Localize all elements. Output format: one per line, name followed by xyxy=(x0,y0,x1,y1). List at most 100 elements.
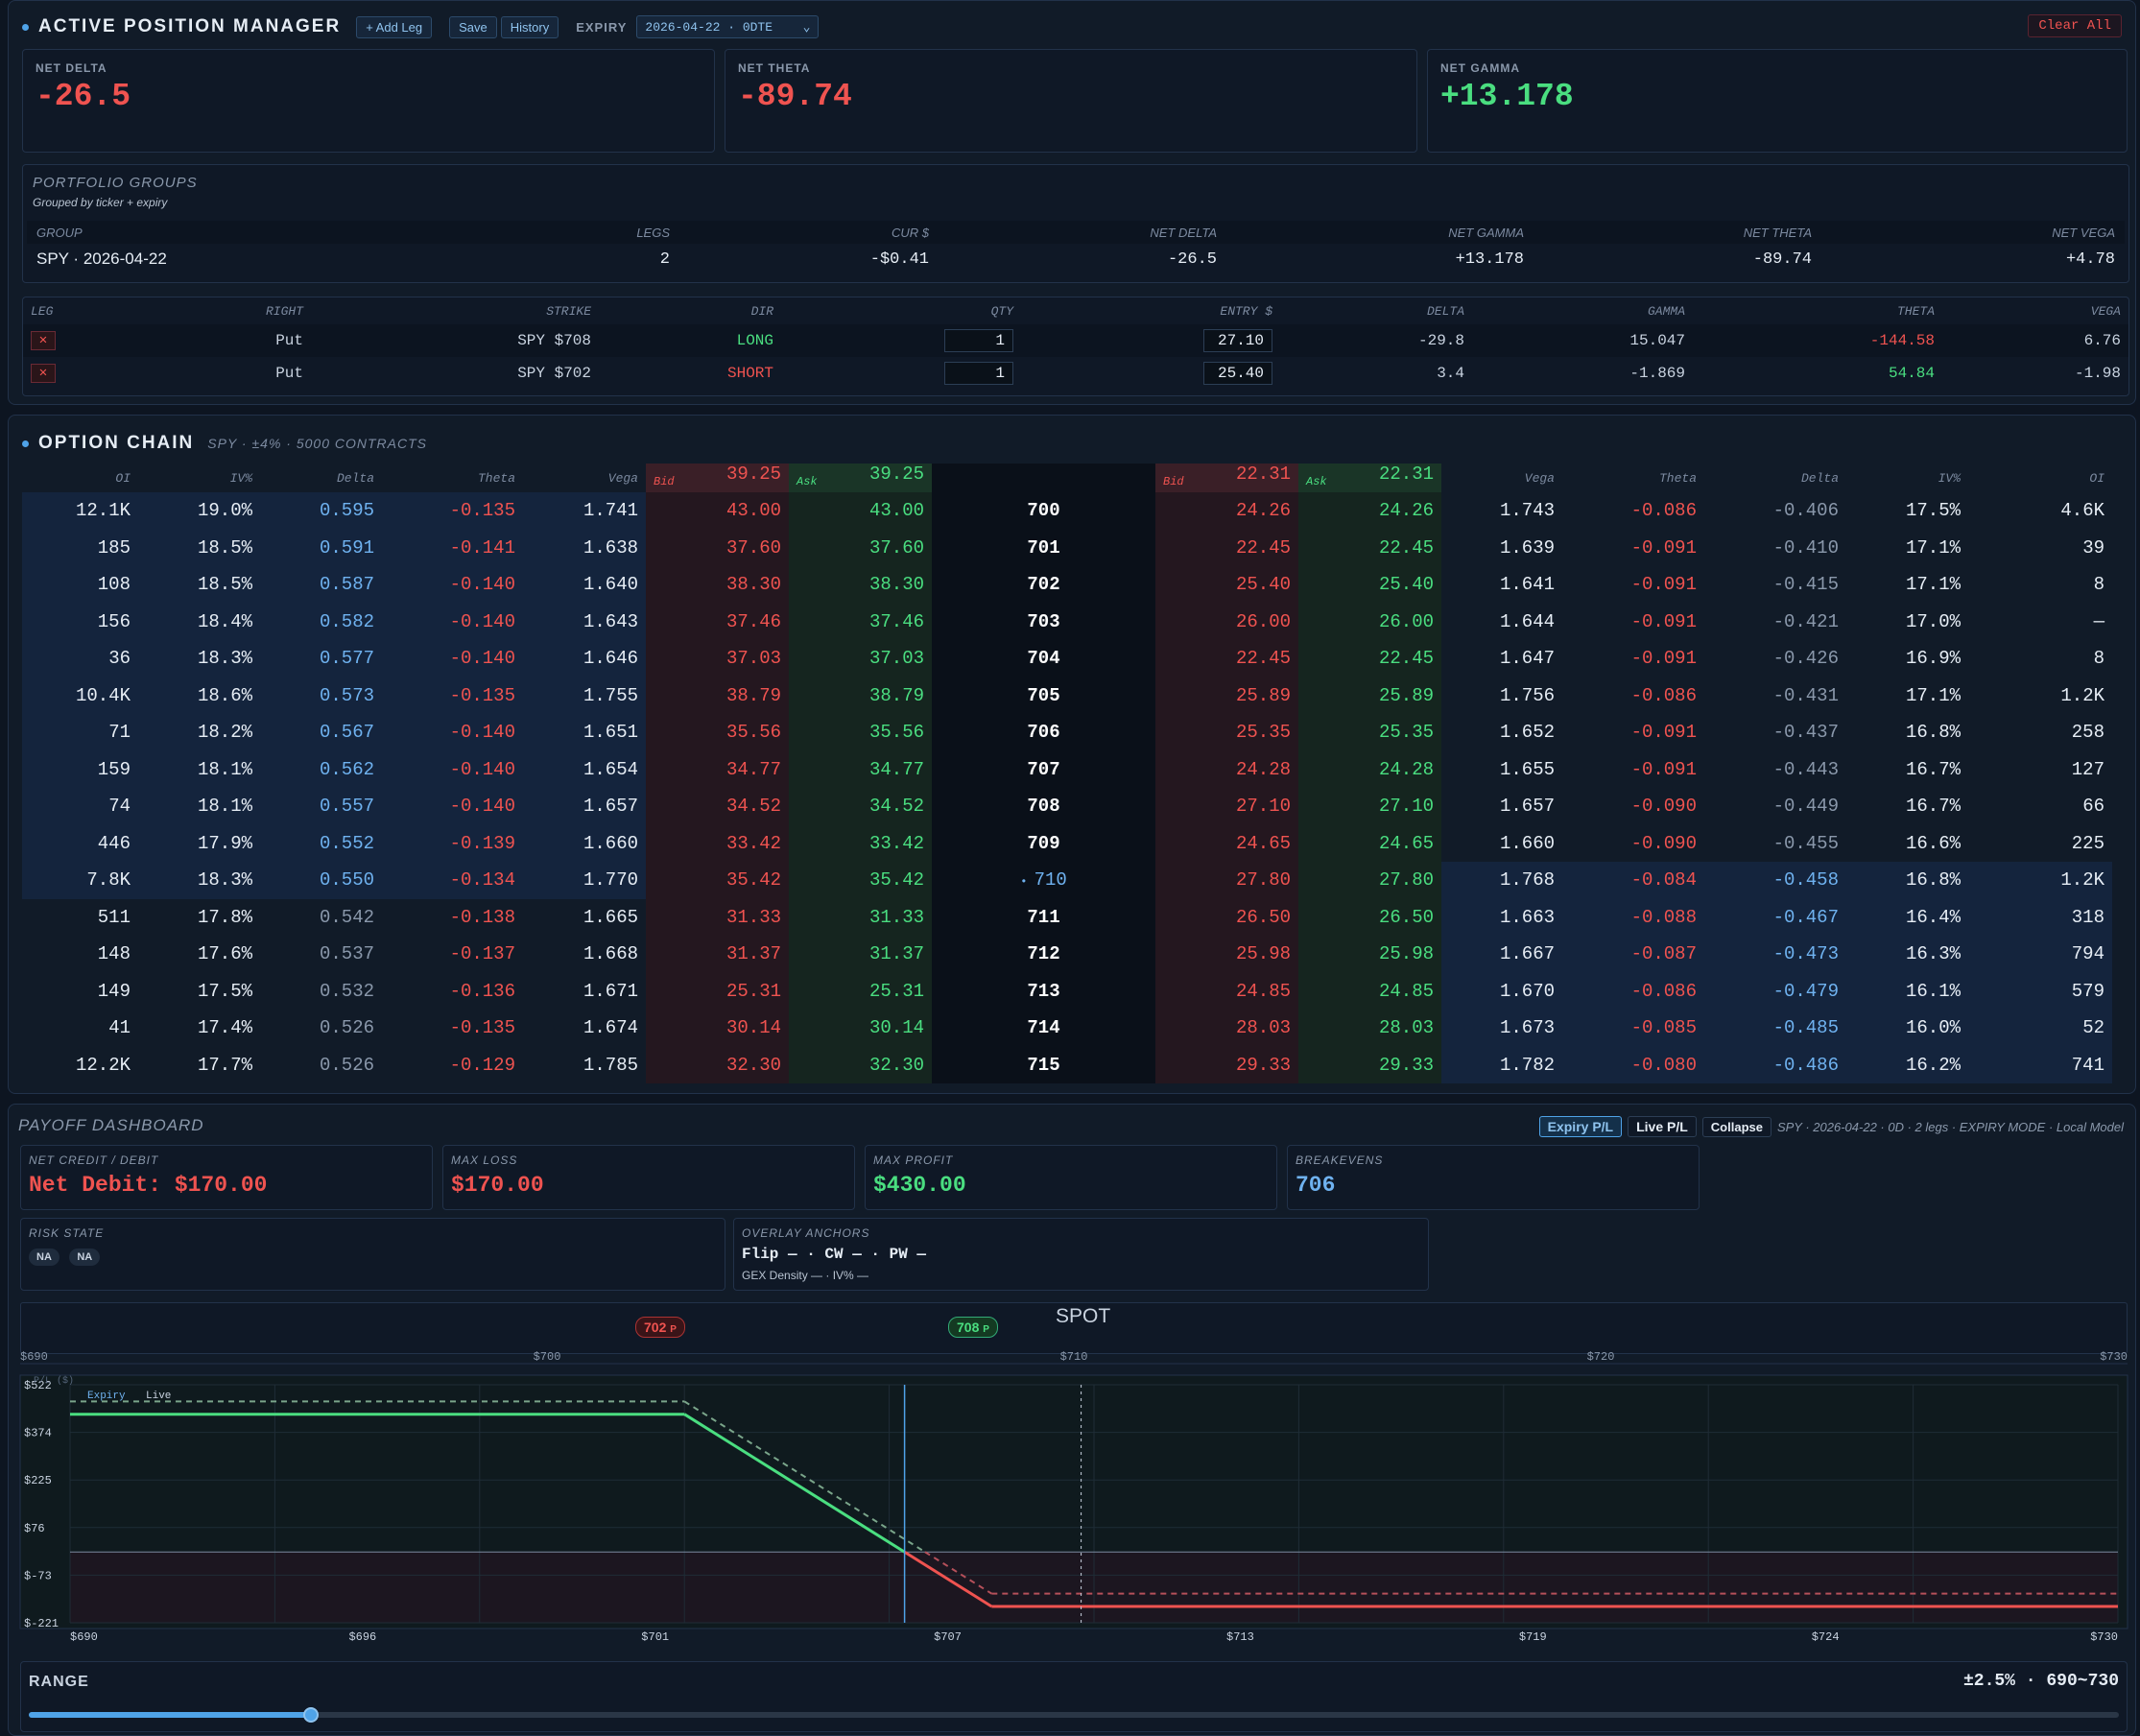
history-button[interactable]: History xyxy=(500,15,559,38)
call-bid[interactable]: 33.42 xyxy=(646,824,789,862)
call-ask[interactable]: 30.14 xyxy=(789,1010,932,1047)
qty-input[interactable]: 1 xyxy=(944,362,1013,385)
put-bid[interactable]: 24.65 xyxy=(1155,824,1298,862)
remove-leg-icon[interactable]: ✕ xyxy=(31,364,56,383)
call-bid[interactable]: 37.46 xyxy=(646,603,789,640)
put-ask[interactable]: 25.40 xyxy=(1298,566,1441,604)
call-ask[interactable]: 34.52 xyxy=(789,788,932,825)
put-ask[interactable]: 24.28 xyxy=(1298,750,1441,788)
put-bid[interactable]: 24.26 xyxy=(1155,492,1298,530)
call-bid[interactable]: 43.00 xyxy=(646,492,789,530)
chain-row[interactable]: 185 18.5% 0.591 -0.141 1.638 37.60 37.60 701 22.… xyxy=(22,529,2112,566)
call-ask[interactable]: 34.77 xyxy=(789,750,932,788)
call-ask[interactable]: 35.56 xyxy=(789,714,932,751)
chain-row[interactable]: 10.4K 18.6% 0.573 -0.135 1.755 38.79 38.79 705 2… xyxy=(22,677,2112,714)
put-bid[interactable]: 25.35 xyxy=(1155,714,1298,751)
put-bid[interactable]: 24.85 xyxy=(1155,972,1298,1010)
call-ask[interactable]: 38.79 xyxy=(789,677,932,714)
put-bid[interactable]: 27.80 xyxy=(1155,862,1298,899)
marker-702-badge[interactable]: 702 P xyxy=(635,1317,685,1338)
remove-leg-icon[interactable]: ✕ xyxy=(31,331,56,350)
put-ask[interactable]: 24.85 xyxy=(1298,972,1441,1010)
chain-row[interactable]: 159 18.1% 0.562 -0.140 1.654 34.77 34.77 707 24.… xyxy=(22,750,2112,788)
put-bid[interactable]: 29.33 xyxy=(1155,1046,1298,1083)
col-put-ask[interactable]: Ask 22.31 xyxy=(1298,464,1441,492)
add-leg-button[interactable]: + Add Leg xyxy=(356,15,433,38)
call-bid[interactable]: 30.14 xyxy=(646,1010,789,1047)
call-bid[interactable]: 31.33 xyxy=(646,898,789,936)
call-bid[interactable]: 37.60 xyxy=(646,529,789,566)
marker-708-badge[interactable]: 708 P xyxy=(948,1317,998,1338)
put-ask[interactable]: 29.33 xyxy=(1298,1046,1441,1083)
call-bid[interactable]: 35.42 xyxy=(646,862,789,899)
chain-row[interactable]: 71 18.2% 0.567 -0.140 1.651 35.56 35.56 706 25.3… xyxy=(22,714,2112,751)
col-put-bid[interactable]: Bid 22.31 xyxy=(1155,464,1298,492)
qty-input[interactable]: 1 xyxy=(944,329,1013,352)
put-bid[interactable]: 22.45 xyxy=(1155,529,1298,566)
table-row[interactable]: SPY · 2026-04-22 2 -$0.41 -26.5 +13.178 … xyxy=(27,244,2125,274)
put-bid[interactable]: 28.03 xyxy=(1155,1010,1298,1047)
call-bid[interactable]: 34.52 xyxy=(646,788,789,825)
chain-row[interactable]: 36 18.3% 0.577 -0.140 1.646 37.03 37.03 704 22.4… xyxy=(22,640,2112,678)
chain-row[interactable]: 7.8K 18.3% 0.550 -0.134 1.770 35.42 35.42 • 710… xyxy=(22,862,2112,899)
col-call-ask[interactable]: Ask 39.25 xyxy=(789,464,932,492)
col-call-bid[interactable]: Bid 39.25 xyxy=(646,464,789,492)
chain-row[interactable]: 148 17.6% 0.537 -0.137 1.668 31.37 31.37 712 25.… xyxy=(22,936,2112,973)
call-bid[interactable]: 35.56 xyxy=(646,714,789,751)
call-bid[interactable]: 25.31 xyxy=(646,972,789,1010)
call-ask[interactable]: 37.60 xyxy=(789,529,932,566)
chain-row[interactable]: 511 17.8% 0.542 -0.138 1.665 31.33 31.33 711 26.… xyxy=(22,898,2112,936)
put-bid[interactable]: 27.10 xyxy=(1155,788,1298,825)
chain-row[interactable]: 108 18.5% 0.587 -0.140 1.640 38.30 38.30 702 25.… xyxy=(22,566,2112,604)
put-bid[interactable]: 25.40 xyxy=(1155,566,1298,604)
put-bid[interactable]: 25.98 xyxy=(1155,936,1298,973)
put-ask[interactable]: 24.65 xyxy=(1298,824,1441,862)
call-bid[interactable]: 38.79 xyxy=(646,677,789,714)
put-ask[interactable]: 25.35 xyxy=(1298,714,1441,751)
entry-input[interactable]: 25.40 xyxy=(1203,362,1272,385)
call-ask[interactable]: 25.31 xyxy=(789,972,932,1010)
chain-row[interactable]: 149 17.5% 0.532 -0.136 1.671 25.31 25.31 713 24.… xyxy=(22,972,2112,1010)
call-ask[interactable]: 33.42 xyxy=(789,824,932,862)
chain-row[interactable]: 74 18.1% 0.557 -0.140 1.657 34.52 34.52 708 27.1… xyxy=(22,788,2112,825)
chain-row[interactable]: 446 17.9% 0.552 -0.139 1.660 33.42 33.42 709 24.… xyxy=(22,824,2112,862)
put-ask[interactable]: 24.26 xyxy=(1298,492,1441,530)
call-bid[interactable]: 34.77 xyxy=(646,750,789,788)
payoff-chart[interactable]: $690 $700 $710 $720 $730 $522 $374 $225 $76 $-73 $… xyxy=(9,1105,2137,1642)
range-slider-thumb[interactable] xyxy=(303,1707,320,1723)
put-ask[interactable]: 27.10 xyxy=(1298,788,1441,825)
put-bid[interactable]: 25.89 xyxy=(1155,677,1298,714)
call-bid[interactable]: 31.37 xyxy=(646,936,789,973)
call-ask[interactable]: 31.37 xyxy=(789,936,932,973)
put-ask[interactable]: 25.98 xyxy=(1298,936,1441,973)
save-button[interactable]: Save xyxy=(449,15,497,38)
clear-all-button[interactable]: Clear All xyxy=(2028,14,2122,37)
call-ask[interactable]: 31.33 xyxy=(789,898,932,936)
chain-row[interactable]: 12.1K 19.0% 0.595 -0.135 1.741 43.00 43.00 700 2… xyxy=(22,492,2112,530)
put-bid[interactable]: 26.00 xyxy=(1155,603,1298,640)
put-ask[interactable]: 28.03 xyxy=(1298,1010,1441,1047)
call-ask[interactable]: 43.00 xyxy=(789,492,932,530)
live-pl-toggle[interactable]: Live P/L xyxy=(1628,1116,1697,1137)
expiry-pl-toggle[interactable]: Expiry P/L xyxy=(1538,1116,1623,1137)
chain-row[interactable]: 41 17.4% 0.526 -0.135 1.674 30.14 30.14 714 28.0… xyxy=(22,1010,2112,1047)
put-bid[interactable]: 24.28 xyxy=(1155,750,1298,788)
call-ask[interactable]: 37.46 xyxy=(789,603,932,640)
collapse-button[interactable]: Collapse xyxy=(1701,1116,1771,1137)
call-bid[interactable]: 38.30 xyxy=(646,566,789,604)
call-ask[interactable]: 38.30 xyxy=(789,566,932,604)
range-slider[interactable] xyxy=(29,1707,2119,1723)
call-ask[interactable]: 35.42 xyxy=(789,862,932,899)
chain-row[interactable]: 156 18.4% 0.582 -0.140 1.643 37.46 37.46 703 26.… xyxy=(22,603,2112,640)
call-bid[interactable]: 32.30 xyxy=(646,1046,789,1083)
put-ask[interactable]: 26.50 xyxy=(1298,898,1441,936)
put-ask[interactable]: 25.89 xyxy=(1298,677,1441,714)
put-ask[interactable]: 22.45 xyxy=(1298,529,1441,566)
chain-row[interactable]: 12.2K 17.7% 0.526 -0.129 1.785 32.30 32.30 715 2… xyxy=(22,1046,2112,1083)
call-ask[interactable]: 37.03 xyxy=(789,640,932,678)
put-ask[interactable]: 26.00 xyxy=(1298,603,1441,640)
call-bid[interactable]: 37.03 xyxy=(646,640,789,678)
expiry-select[interactable]: 2026-04-22 · 0DTE ⌄ xyxy=(636,15,820,38)
put-bid[interactable]: 26.50 xyxy=(1155,898,1298,936)
put-bid[interactable]: 22.45 xyxy=(1155,640,1298,678)
